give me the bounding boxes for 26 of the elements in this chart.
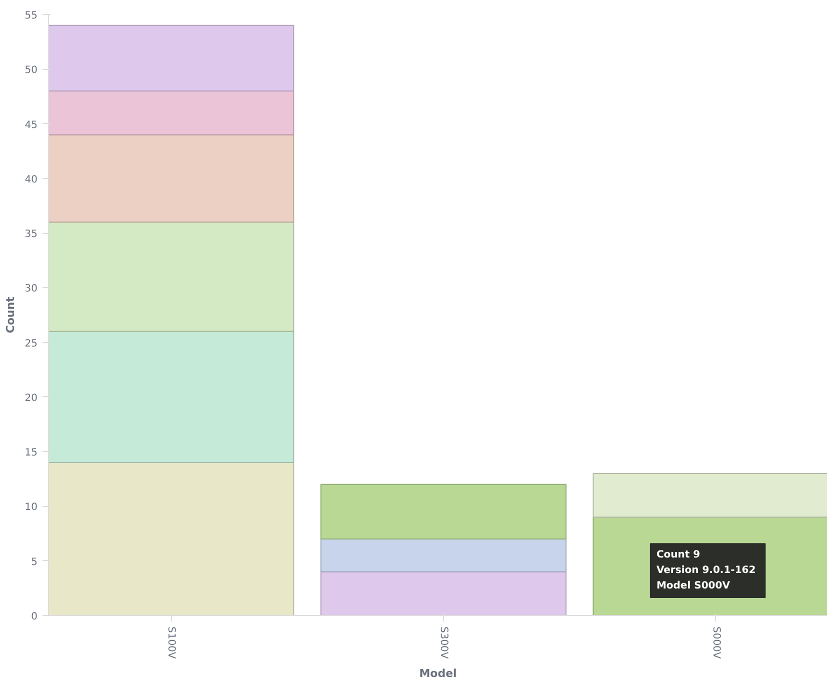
bar [48, 330, 294, 464]
x-axis-title: Model [419, 666, 457, 680]
y-tick-label: 5 [31, 556, 38, 568]
bar [48, 24, 294, 92]
y-axis-title: Count [4, 296, 17, 334]
bar [320, 538, 567, 572]
y-tick-label: 20 [24, 392, 38, 404]
y-tick-label: 35 [24, 229, 38, 240]
y-tick-label: 10 [24, 502, 38, 514]
x-tick-label: S000V [710, 626, 722, 659]
bar [48, 462, 294, 616]
x-tick-label: S100V [166, 626, 177, 659]
annotation: Count 9 Version 9.0.1-162 Model S000V [656, 550, 756, 592]
x-tick-label: S300V [438, 626, 449, 659]
y-tick-label: 25 [24, 338, 38, 350]
bar [48, 90, 294, 136]
bar [48, 134, 294, 223]
bar [48, 222, 294, 332]
y-tick-label: 40 [24, 174, 38, 186]
y-tick-label: 15 [24, 448, 38, 459]
y-tick-label: 55 [24, 10, 38, 22]
y-tick-label: 0 [31, 612, 38, 622]
y-tick-label: 45 [24, 120, 38, 131]
y-tick-label: 50 [24, 65, 38, 76]
y-tick-label: 30 [24, 284, 38, 295]
bar [320, 571, 567, 616]
